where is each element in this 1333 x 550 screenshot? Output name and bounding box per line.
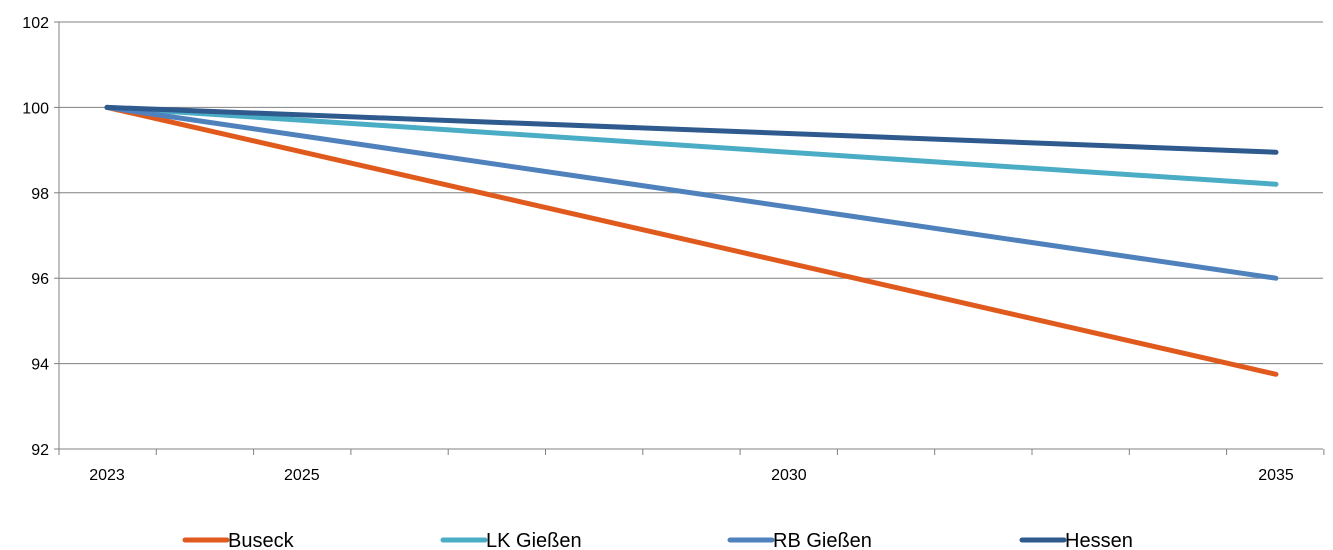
y-tick-label: 92	[31, 442, 49, 459]
series-line-lk-gie-en	[104, 104, 1279, 187]
legend-item: RB Gießen	[727, 530, 872, 550]
x-axis-ticks: 2023 2025 2030 2035	[58, 449, 1325, 484]
y-tick-label: 100	[22, 100, 49, 117]
axes	[58, 22, 1323, 450]
series-line-hessen	[104, 104, 1279, 155]
legend-label: Hessen	[1065, 530, 1133, 550]
legend-label: Buseck	[228, 530, 295, 550]
y-tick-label: 98	[31, 186, 49, 203]
x-tick-label: 2035	[1258, 467, 1294, 484]
series-line-buseck	[104, 104, 1279, 377]
x-tick-label: 2023	[89, 467, 125, 484]
legend: Buseck LK Gießen RB Gießen Hessen	[182, 530, 1133, 550]
y-axis-ticks: 92 94 96 98 100 102	[22, 15, 59, 459]
legend-item: Hessen	[1019, 530, 1133, 550]
y-tick-label: 102	[22, 15, 49, 32]
legend-item: Buseck	[182, 530, 295, 550]
x-tick-label: 2030	[771, 467, 807, 484]
series-lines	[104, 104, 1279, 377]
y-tick-label: 96	[31, 271, 49, 288]
x-tick-label: 2025	[284, 467, 320, 484]
series-line-rb-gie-en	[104, 104, 1279, 281]
legend-item: LK Gießen	[440, 530, 582, 550]
legend-label: RB Gießen	[773, 530, 872, 550]
y-tick-label: 94	[31, 357, 49, 374]
legend-label: LK Gießen	[486, 530, 582, 550]
